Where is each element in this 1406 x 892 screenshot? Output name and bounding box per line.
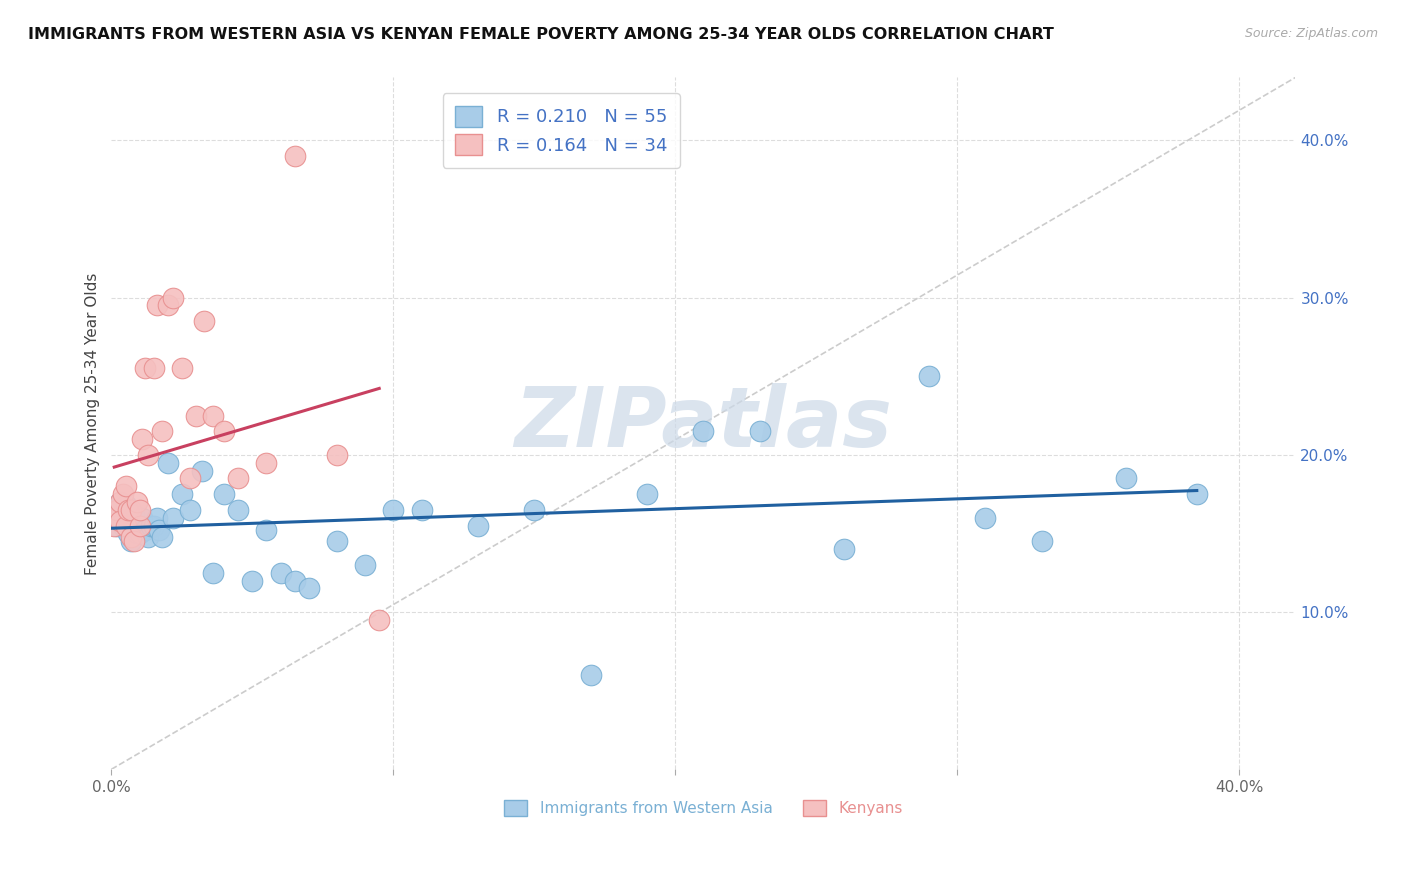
Point [467,518,489,533]
Point [270,566,292,580]
Point [105,503,128,517]
Point [284,149,307,163]
Point [150,530,173,544]
Point [128,526,150,541]
Point [834,542,856,557]
Point [212,424,235,438]
Point [162,510,184,524]
Point [111,506,134,520]
Point [142,518,165,533]
Point [179,471,201,485]
Point [170,361,193,376]
Point [190,464,212,478]
Point [120,503,142,517]
Point [156,456,179,470]
Point [114,479,136,493]
Point [117,526,139,541]
Point [256,524,278,538]
Point [134,361,156,376]
Point [120,530,142,544]
Point [142,361,165,376]
Point [131,510,153,524]
Point [179,503,201,517]
Point [103,503,125,517]
Point [284,574,307,588]
Point [117,503,139,517]
Point [114,518,136,533]
Point [136,448,159,462]
Point [201,566,224,580]
Point [122,508,145,522]
Point [122,534,145,549]
Point [145,510,167,524]
Text: ZIPatlas: ZIPatlas [515,383,893,464]
Point [108,495,131,509]
Point [136,530,159,544]
Point [128,518,150,533]
Point [128,503,150,517]
Point [974,510,997,524]
Point [226,471,249,485]
Point [240,574,263,588]
Point [636,487,658,501]
Point [368,613,391,627]
Point [145,298,167,312]
Point [125,495,148,509]
Point [1031,534,1053,549]
Point [108,495,131,509]
Point [117,514,139,528]
Text: Source: ZipAtlas.com: Source: ZipAtlas.com [1244,27,1378,40]
Point [201,409,224,423]
Point [105,510,128,524]
Point [108,514,131,528]
Point [156,298,179,312]
Point [298,582,321,596]
Point [108,514,131,528]
Point [193,314,215,328]
Point [918,369,941,384]
Point [411,503,433,517]
Point [120,510,142,524]
Point [111,518,134,533]
Point [523,503,546,517]
Point [111,487,134,501]
Point [114,518,136,533]
Point [382,503,405,517]
Point [125,526,148,541]
Point [184,409,207,423]
Point [148,524,170,538]
Point [114,498,136,512]
Point [326,448,349,462]
Point [122,518,145,533]
Point [131,432,153,446]
Point [226,503,249,517]
Legend: Immigrants from Western Asia, Kenyans: Immigrants from Western Asia, Kenyans [496,793,910,824]
Point [105,510,128,524]
Point [212,487,235,501]
Point [748,424,770,438]
Point [1115,471,1137,485]
Point [139,518,162,533]
Point [170,487,193,501]
Point [105,518,128,533]
Point [150,424,173,438]
Y-axis label: Female Poverty Among 25-34 Year Olds: Female Poverty Among 25-34 Year Olds [86,272,100,574]
Point [256,456,278,470]
Point [162,291,184,305]
Text: IMMIGRANTS FROM WESTERN ASIA VS KENYAN FEMALE POVERTY AMONG 25-34 YEAR OLDS CORR: IMMIGRANTS FROM WESTERN ASIA VS KENYAN F… [28,27,1054,42]
Point [128,518,150,533]
Point [103,518,125,533]
Point [1185,487,1208,501]
Point [134,524,156,538]
Point [120,534,142,549]
Point [326,534,349,549]
Point [692,424,714,438]
Point [579,668,602,682]
Point [354,558,377,572]
